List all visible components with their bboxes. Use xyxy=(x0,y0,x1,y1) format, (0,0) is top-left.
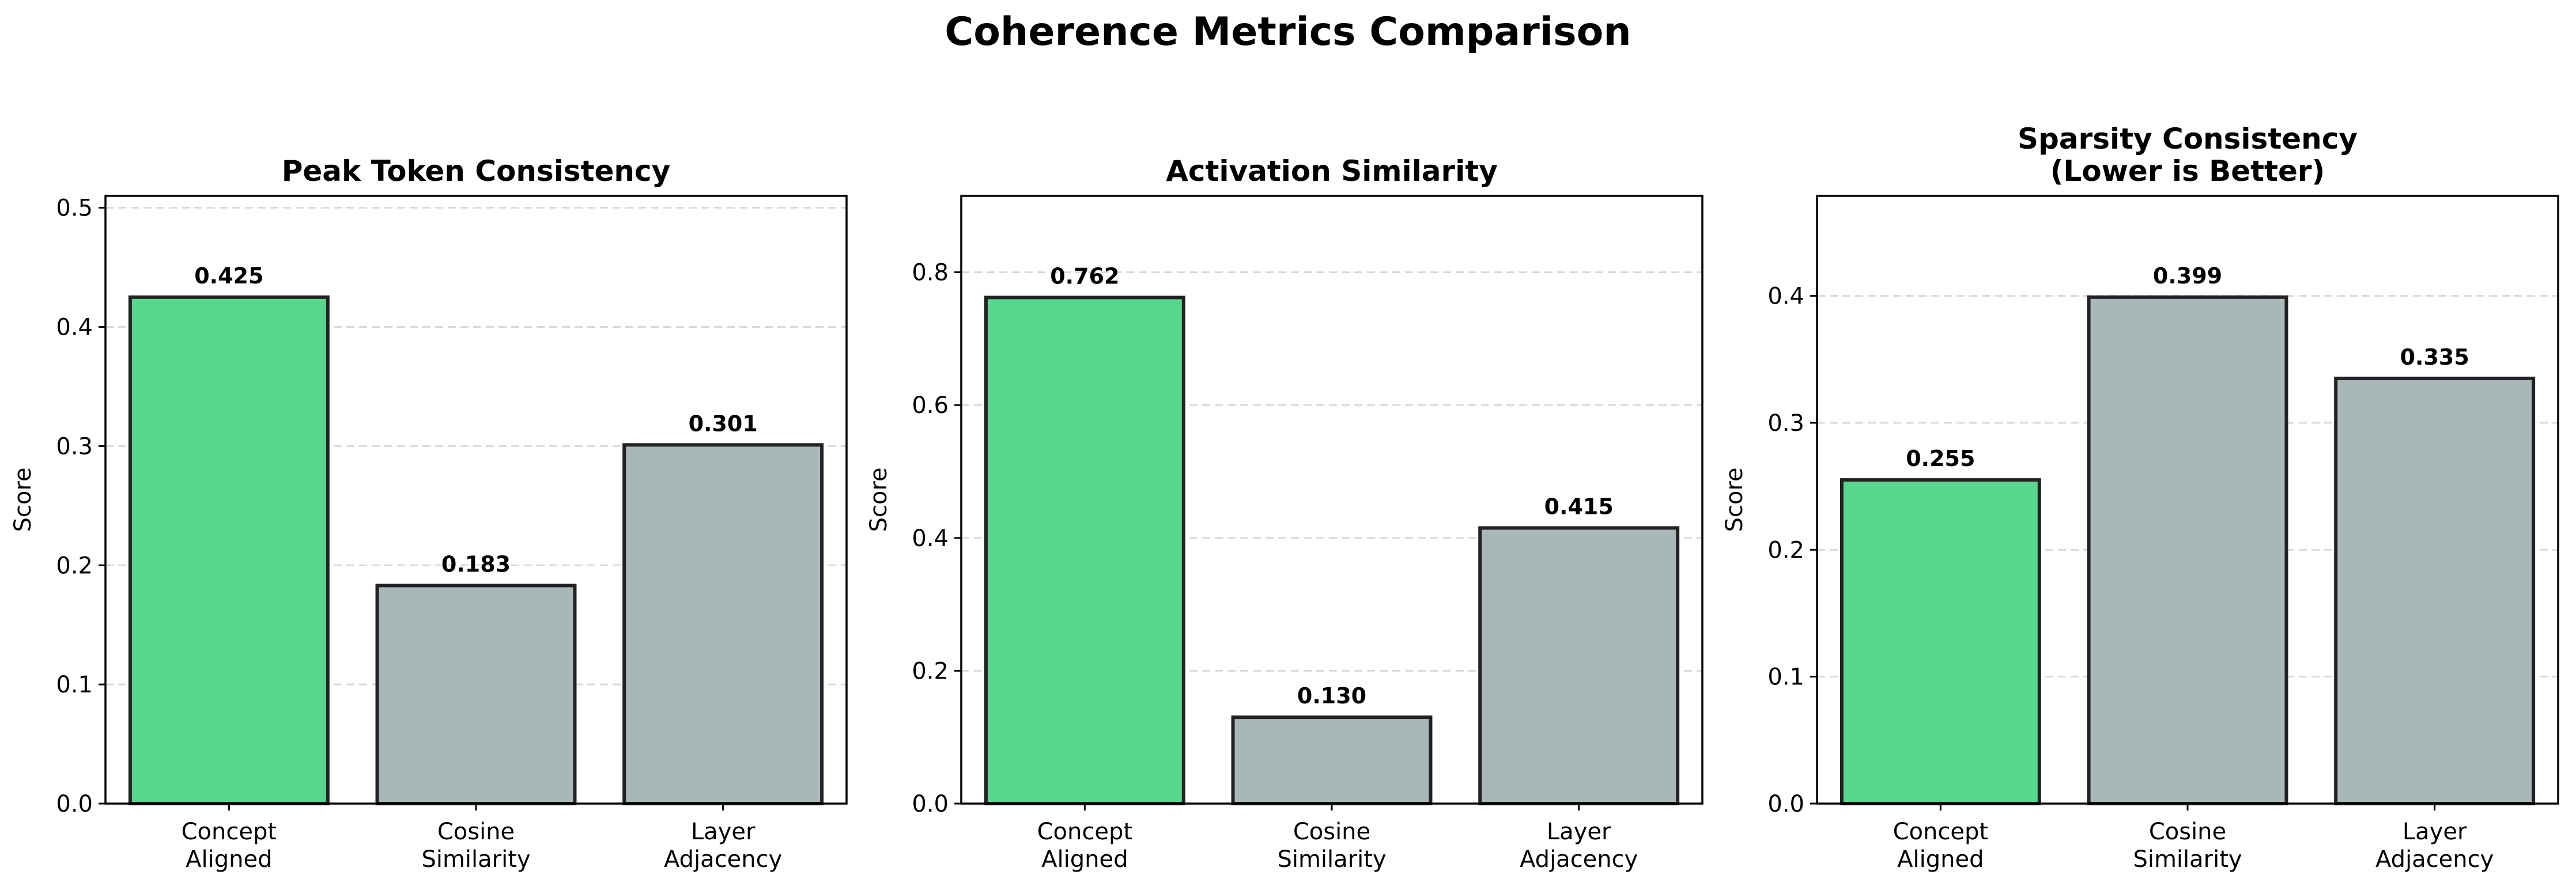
bar xyxy=(1478,526,1680,805)
chart-panel-3: 0.255 Concept Aligned 0.399 Cosine Similarity… xyxy=(1721,122,2559,873)
x-tick-label: Layer Adjacency xyxy=(1520,819,1638,873)
bar-value-label: 0.183 xyxy=(441,551,511,577)
chart-title: Peak Token Consistency xyxy=(282,154,671,188)
bar xyxy=(622,443,824,805)
bar-value-label: 0.130 xyxy=(1297,683,1366,709)
bar-value-label: 0.255 xyxy=(1906,446,1975,471)
x-tick-label-line: Cosine xyxy=(1293,819,1370,845)
chart-title-line: Sparsity Consistency xyxy=(2018,122,2358,156)
chart-title-line: Activation Similarity xyxy=(1166,154,1498,188)
bar xyxy=(984,296,1185,805)
x-tick-label-line: Adjacency xyxy=(664,846,782,873)
chart-title: Activation Similarity xyxy=(1166,154,1498,188)
y-tick-label: 0.5 xyxy=(56,195,93,222)
y-axis-label: Score xyxy=(866,467,892,532)
plot-frame xyxy=(960,195,1704,805)
y-tick-label: 0.4 xyxy=(1767,283,1804,310)
y-tick-label: 0.4 xyxy=(912,525,949,552)
y-tick-label: 0.1 xyxy=(56,672,93,698)
bar-value-label: 0.762 xyxy=(1050,263,1119,289)
x-tick-label-line: Layer xyxy=(1547,819,1611,845)
chart-panel-2: 0.762 Concept Aligned 0.130 Cosine Similarity… xyxy=(866,154,1704,873)
x-tick-label-line: Adjacency xyxy=(1520,846,1638,873)
x-tick-label-line: Similarity xyxy=(2133,846,2242,873)
x-tick-label-line: Concept xyxy=(182,819,277,845)
x-tick-label-line: Aligned xyxy=(186,846,272,873)
x-tick-label: Concept Aligned xyxy=(1037,819,1132,873)
x-tick-label-line: Similarity xyxy=(421,846,530,873)
y-tick-label: 0.8 xyxy=(912,260,949,286)
x-tick-label: Cosine Similarity xyxy=(2133,819,2242,873)
bar-value-label: 0.415 xyxy=(1544,494,1614,520)
bar-value-label: 0.335 xyxy=(2400,344,2469,370)
x-tick-label: Cosine Similarity xyxy=(421,819,530,873)
y-tick-label: 0.4 xyxy=(56,315,93,341)
y-tick-label: 0.0 xyxy=(912,791,949,817)
x-tick-label: Layer Adjacency xyxy=(664,819,782,873)
plot-frame xyxy=(1816,195,2559,805)
figure-title: Coherence Metrics Comparison xyxy=(945,9,1631,55)
x-tick-label-line: Layer xyxy=(691,819,756,845)
bar-value-label: 0.301 xyxy=(689,411,758,436)
y-axis-label: Score xyxy=(1721,467,1748,532)
y-tick-label: 0.2 xyxy=(56,552,93,579)
x-tick-label-line: Cosine xyxy=(2149,819,2226,845)
x-tick-label-line: Adjacency xyxy=(2375,846,2494,873)
x-tick-label-line: Cosine xyxy=(437,819,515,845)
x-tick-label-line: Similarity xyxy=(1277,846,1386,873)
y-tick-label: 0.3 xyxy=(56,433,93,460)
x-tick-label-line: Concept xyxy=(1893,819,1988,845)
chart-title: Sparsity Consistency (Lower is Better) xyxy=(2018,122,2358,188)
y-axis-label: Score xyxy=(10,467,36,532)
bar-value-label: 0.425 xyxy=(194,263,263,289)
bar xyxy=(2087,295,2288,805)
bar xyxy=(128,295,330,805)
chart-title-line: Peak Token Consistency xyxy=(282,154,671,188)
y-tick-label: 0.3 xyxy=(1767,410,1804,437)
chart-title-line: (Lower is Better) xyxy=(2050,154,2325,188)
x-tick-label: Cosine Similarity xyxy=(1277,819,1386,873)
y-tick-label: 0.0 xyxy=(1767,791,1804,817)
plot-frame xyxy=(104,195,848,805)
y-tick-label: 0.2 xyxy=(1767,537,1804,563)
x-tick-label: Concept Aligned xyxy=(182,819,277,873)
x-tick-label-line: Aligned xyxy=(1897,846,1984,873)
x-tick-label-line: Layer xyxy=(2403,819,2467,845)
bar xyxy=(2334,376,2536,805)
x-tick-label: Concept Aligned xyxy=(1893,819,1988,873)
y-tick-label: 0.6 xyxy=(912,392,949,419)
x-tick-label: Layer Adjacency xyxy=(2375,819,2494,873)
bar xyxy=(1840,478,2041,805)
bar xyxy=(375,584,577,805)
y-tick-label: 0.2 xyxy=(912,658,949,684)
x-tick-label-line: Aligned xyxy=(1041,846,1128,873)
bar-value-label: 0.399 xyxy=(2153,263,2222,289)
chart-panel-1: 0.425 Concept Aligned 0.183 Cosine Similarity… xyxy=(10,154,848,873)
y-tick-label: 0.0 xyxy=(56,791,93,817)
bar xyxy=(1231,715,1433,805)
x-tick-label-line: Concept xyxy=(1037,819,1132,845)
y-tick-label: 0.1 xyxy=(1767,664,1804,691)
